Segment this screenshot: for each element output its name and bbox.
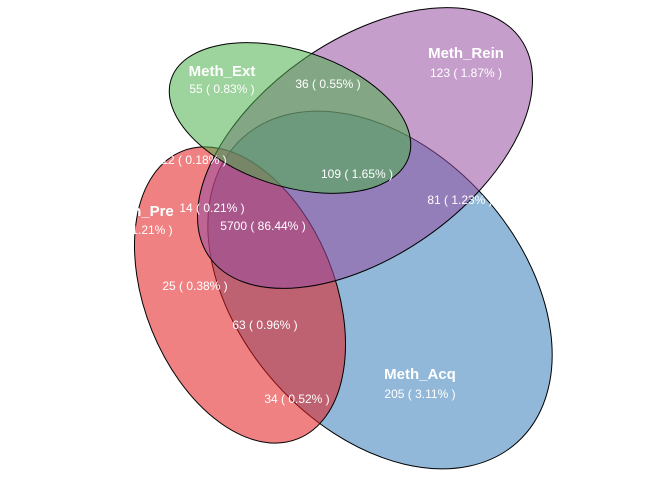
region-label: 123 ( 1.87% ) <box>430 66 502 80</box>
region-label: 5700 ( 86.44% ) <box>220 219 305 233</box>
set-name: Meth_Acq <box>384 366 456 383</box>
set-name: Meth_Ext <box>189 63 256 80</box>
region-label: 25 ( 0.38% ) <box>162 279 227 293</box>
set-name: Meth_Rein <box>428 45 504 62</box>
region-label: 109 ( 1.65% ) <box>321 167 393 181</box>
region-label: 81 ( 1.23% ) <box>427 193 492 207</box>
region-label: 55 ( 0.83% ) <box>189 82 254 96</box>
region-label: 63 ( 0.96% ) <box>232 318 297 332</box>
region-label: 12 ( 0.18% ) <box>161 153 226 167</box>
region-label: 205 ( 3.11% ) <box>384 387 455 401</box>
set-name: Meth_Pre <box>106 203 174 220</box>
region-label: 36 ( 0.55% ) <box>295 77 360 91</box>
region-label: 14 ( 0.21% ) <box>179 201 244 215</box>
region-label: 80 ( 1.21% ) <box>107 223 172 237</box>
set-ellipse <box>168 42 412 194</box>
region-label: 34 ( 0.52% ) <box>264 392 329 406</box>
